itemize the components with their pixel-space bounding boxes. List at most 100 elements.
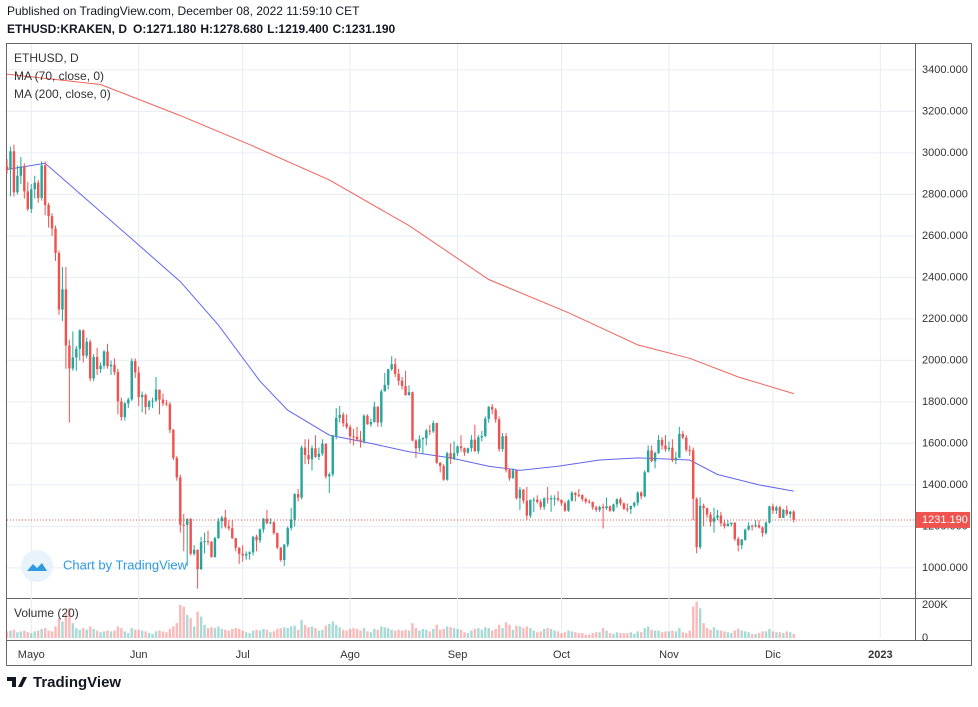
candle-body bbox=[400, 380, 404, 386]
candle-body bbox=[54, 228, 57, 253]
volume-bar bbox=[348, 628, 352, 638]
y-tick-label: 3200.000 bbox=[922, 105, 968, 117]
candle-body bbox=[5, 166, 9, 170]
volume-bar bbox=[664, 631, 667, 638]
candle-body bbox=[303, 447, 307, 456]
candle-body bbox=[331, 435, 334, 475]
volume-bar bbox=[459, 629, 463, 638]
x-tick-label: Ago bbox=[340, 649, 360, 661]
moving-average bbox=[6, 73, 794, 395]
candle-body bbox=[553, 498, 556, 500]
candle-body bbox=[262, 518, 265, 530]
candle-body bbox=[691, 450, 695, 499]
volume-bar bbox=[501, 628, 504, 638]
volume-bar bbox=[196, 611, 199, 638]
volume-bar bbox=[591, 633, 594, 638]
volume-bar bbox=[192, 626, 196, 638]
candle-body bbox=[750, 525, 754, 527]
volume-bar bbox=[615, 632, 619, 638]
volume-bar bbox=[626, 633, 629, 638]
candle-body bbox=[161, 399, 165, 404]
volume-bar bbox=[68, 608, 71, 638]
candle-body bbox=[605, 506, 608, 509]
candle-body bbox=[85, 341, 88, 356]
candle-body bbox=[570, 492, 574, 501]
volume-bar bbox=[529, 628, 532, 638]
candle-body bbox=[33, 182, 36, 190]
candle-body bbox=[127, 399, 130, 404]
watermark-icon bbox=[21, 550, 53, 582]
candle-body bbox=[626, 508, 629, 510]
candle-body bbox=[740, 539, 743, 546]
volume-bar bbox=[314, 628, 317, 638]
candle-body bbox=[577, 494, 581, 496]
candle-body bbox=[57, 252, 61, 310]
candle-body bbox=[47, 205, 50, 217]
volume-bar bbox=[317, 630, 321, 638]
candle-body bbox=[511, 470, 515, 479]
candle-body bbox=[61, 289, 64, 310]
last-price-box bbox=[916, 511, 970, 528]
volume-bar bbox=[563, 632, 567, 638]
watermark-glyph bbox=[27, 563, 47, 571]
candle-body bbox=[172, 429, 175, 458]
candle-body bbox=[633, 502, 636, 506]
footer-icon bbox=[7, 677, 27, 687]
volume-bar bbox=[435, 624, 438, 638]
volume-bar bbox=[158, 630, 161, 638]
volume-bar bbox=[702, 623, 705, 638]
y-tick-label: 2200.000 bbox=[922, 313, 968, 325]
volume-bar bbox=[553, 630, 556, 638]
volume-bar bbox=[709, 629, 712, 638]
candle-body bbox=[40, 165, 43, 198]
volume-bar bbox=[730, 633, 733, 638]
candle-body bbox=[341, 414, 345, 424]
volume-bar bbox=[570, 631, 574, 638]
candle-body bbox=[411, 392, 414, 441]
volume-bar bbox=[404, 629, 407, 638]
volume-bar bbox=[165, 632, 168, 638]
candle-body bbox=[248, 552, 251, 555]
volume-bar bbox=[106, 630, 109, 638]
candle-body bbox=[490, 406, 494, 410]
candle-body bbox=[536, 499, 539, 502]
volume-bar bbox=[26, 632, 30, 638]
moving-average bbox=[6, 162, 794, 492]
x-tick-label: Jun bbox=[130, 649, 148, 661]
volume-bar bbox=[660, 632, 664, 638]
volume-bar bbox=[653, 630, 657, 638]
volume-bar bbox=[532, 630, 535, 638]
candle-body bbox=[657, 439, 660, 453]
volume-bar bbox=[210, 627, 213, 638]
x-tick-label: Mayo bbox=[18, 649, 45, 661]
volume-bar bbox=[522, 628, 525, 638]
candle-body bbox=[497, 419, 501, 450]
volume-bar bbox=[272, 631, 276, 638]
candle-body bbox=[723, 523, 726, 527]
candle-body bbox=[335, 417, 338, 436]
y-tick-label: 3000.000 bbox=[922, 147, 968, 159]
candle-body bbox=[445, 453, 449, 480]
candle-body bbox=[747, 525, 750, 530]
candle-body bbox=[792, 511, 795, 520]
candle-body bbox=[653, 452, 657, 462]
candle-body bbox=[265, 518, 269, 524]
candle-body bbox=[484, 418, 487, 436]
candle-body bbox=[328, 474, 331, 477]
candle-body bbox=[352, 436, 355, 438]
candle-body bbox=[390, 364, 393, 370]
y-tick-label: 1400.000 bbox=[922, 479, 968, 491]
candle-body bbox=[134, 361, 137, 373]
candle-body bbox=[71, 357, 75, 369]
candle-body bbox=[203, 541, 206, 543]
volume-bar bbox=[497, 624, 501, 638]
volume-bar bbox=[397, 629, 400, 638]
candle-body bbox=[307, 455, 310, 460]
volume-bar bbox=[324, 625, 328, 638]
y-tick-label: 2000.000 bbox=[922, 354, 968, 366]
x-tick-label: Jul bbox=[236, 649, 250, 661]
volume-bar bbox=[338, 627, 341, 638]
candle-body bbox=[785, 509, 788, 515]
volume-bar bbox=[369, 632, 373, 638]
volume-bar bbox=[262, 628, 265, 638]
